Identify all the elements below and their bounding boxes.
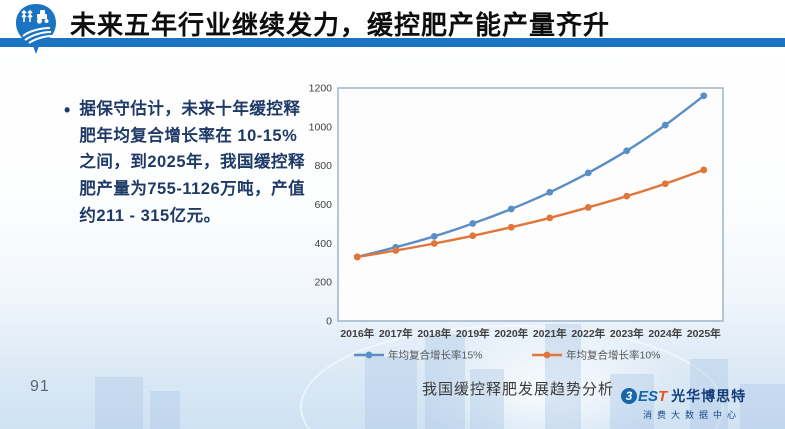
data-point-marker [661,180,669,188]
x-axis-label: 2018年 [417,327,451,340]
header-divider [0,38,785,47]
data-point-marker [546,214,554,222]
y-axis-label: 0 [326,316,332,328]
x-axis-label: 2016年 [340,327,374,340]
trend-chart: 0 200 400 600 800 1000 1200 2016年 2017年 2018年 2019… [309,83,724,362]
y-axis-label: 1000 [309,121,333,133]
data-point-marker [507,223,515,231]
data-point-marker [430,240,438,247]
y-axis-label: 200 [314,277,332,289]
company-logo: 3 ES T 光华博思特 消费大数据中心 [621,386,771,421]
series-line [356,94,705,259]
best-logo-es: ES [638,387,659,405]
header: 未来五年行业继续发力，缓控肥产能产量齐升 [0,0,785,56]
best-logo-icon: 3 [621,388,637,404]
plot-area [337,87,724,322]
x-axis-label: 2022年 [571,327,605,340]
y-axis-label: 800 [314,160,332,172]
page-title: 未来五年行业继续发力，缓控肥产能产量齐升 [70,10,611,40]
page-number: 91 [30,378,50,395]
y-axis-label: 600 [314,199,332,211]
data-point-marker [392,247,400,254]
x-axis-label: 2024年 [648,327,682,340]
x-axis-label: 2020年 [494,327,528,340]
chart-caption: 我国缓控释肥发展趋势分析 [421,381,614,398]
data-point-marker [469,220,477,227]
data-point-marker [469,232,477,240]
trend-chart-area: 0 200 400 600 800 1000 1200 2016年 2017年 2018年 2019… [303,78,733,413]
data-point-marker [700,92,708,100]
y-axis-label: 400 [314,238,332,250]
x-axis-label: 2017年 [379,327,413,340]
data-point-marker [623,192,631,200]
bullet-marker: • [64,100,71,120]
data-point-marker [700,166,708,174]
data-point-marker [584,204,592,211]
data-point-marker [430,232,438,240]
agriculture-balloon-logo-icon [16,4,56,54]
bullet-block: • 据保守估计，未来十年缓控释肥年均复合增长率在 10-15% 之间，到2025… [64,96,309,230]
company-subtitle: 消费大数据中心 [643,410,742,420]
bullet-text: 据保守估计，未来十年缓控释肥年均复合增长率在 10-15% 之间，到2025年，… [79,100,306,225]
y-axis-label: 1200 [309,83,333,95]
series-line [357,168,705,259]
x-axis-label: 2025年 [687,327,721,340]
data-point-marker [661,121,669,129]
best-logo-t: T [658,387,668,405]
x-axis-label: 2023年 [610,327,644,340]
company-name: 光华博思特 [671,388,747,404]
x-axis-label: 2019年 [456,327,490,340]
data-point-marker [353,253,361,261]
legend-marker-sample [543,351,551,359]
legend-marker-sample [365,351,373,359]
data-point-marker [623,147,631,155]
data-point-marker [507,205,515,213]
data-point-marker [584,169,592,177]
legend-label: 年均复合增长率15% [388,349,483,362]
legend-label: 年均复合增长率10% [566,349,661,362]
x-axis-label: 2021年 [533,327,567,340]
bullet-item: • 据保守估计，未来十年缓控释肥年均复合增长率在 10-15% 之间，到2025… [64,96,309,230]
data-point-marker [546,188,554,196]
